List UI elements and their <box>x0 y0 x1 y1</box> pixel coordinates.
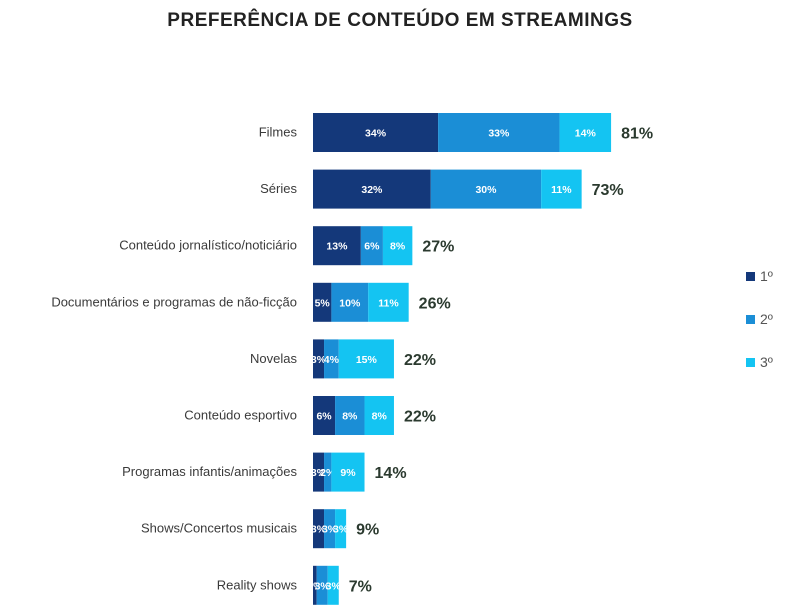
bar-segment-3 <box>382 226 413 266</box>
category-label: Documentários e programas de não-ficção <box>51 294 297 309</box>
total-value-label: 22% <box>404 352 436 369</box>
bar-segment-3 <box>368 282 409 322</box>
segment-value-label: 4% <box>324 354 340 366</box>
category-label: Shows/Concertos musicais <box>141 521 298 536</box>
legend-label: 2º <box>760 311 773 327</box>
segment-value-label: 3% <box>333 524 349 536</box>
segment-value-label: 13% <box>326 241 348 253</box>
segment-value-label: 9% <box>340 467 356 479</box>
segment-value-label: 34% <box>365 128 387 140</box>
bar-segment-2 <box>324 452 332 492</box>
legend-swatch <box>746 358 755 367</box>
segment-value-label: 8% <box>372 411 388 423</box>
bar-segment-2 <box>324 509 336 549</box>
bar-segment-1 <box>313 282 332 322</box>
category-label: Novelas <box>250 351 297 366</box>
bar-segment-2 <box>316 565 328 605</box>
total-value-label: 22% <box>404 409 436 426</box>
segment-value-label: 3% <box>315 580 331 592</box>
legend-label: 1º <box>760 268 773 284</box>
segment-value-label: 3% <box>326 580 342 592</box>
bar-segment-2 <box>324 339 339 379</box>
category-label: Programas infantis/animações <box>122 464 297 479</box>
bar-segment-2 <box>335 396 365 435</box>
bar-segment-3 <box>364 396 394 435</box>
bar-segment-1 <box>313 339 325 379</box>
bar-segment-3 <box>335 509 347 549</box>
category-label: Conteúdo esportivo <box>184 408 297 423</box>
segment-value-label: 8% <box>390 241 406 253</box>
category-label: Reality shows <box>217 577 298 592</box>
bar-segment-3 <box>541 169 582 209</box>
chart-title: PREFERÊNCIA DE CONTEÚDO EM STREAMINGS <box>167 10 633 31</box>
total-value-label: 9% <box>356 522 379 539</box>
category-label: Séries <box>260 181 297 196</box>
bar-segment-1 <box>313 452 325 492</box>
total-value-label: 26% <box>419 295 451 312</box>
segment-value-label: 11% <box>378 297 399 309</box>
bar-segment-1 <box>313 113 439 152</box>
segment-value-label: 3% <box>311 524 327 536</box>
segment-value-label: 30% <box>475 184 497 196</box>
bar-segment-1 <box>313 226 361 266</box>
total-value-label: 7% <box>349 578 372 595</box>
bar-segment-1 <box>313 169 431 209</box>
segment-value-label: 15% <box>356 354 378 366</box>
segment-value-label: 3% <box>322 524 338 536</box>
segment-value-label: 6% <box>316 411 332 423</box>
legend-label: 3º <box>760 354 773 370</box>
segment-value-label: 10% <box>339 297 361 309</box>
segment-value-label: 33% <box>488 128 510 140</box>
bar-segment-3 <box>327 565 339 605</box>
bar-segment-2 <box>438 113 560 152</box>
bar-segment-1 <box>313 565 317 605</box>
category-label: Conteúdo jornalístico/noticiário <box>119 238 297 253</box>
bar-segment-3 <box>559 113 612 152</box>
legend-swatch <box>746 315 755 324</box>
total-value-label: 27% <box>422 239 454 256</box>
category-label: Filmes <box>259 125 298 140</box>
segment-value-label: 32% <box>361 184 383 196</box>
bar-segment-2 <box>360 226 383 266</box>
segment-value-label: 14% <box>575 128 597 140</box>
segment-value-label: 3% <box>311 467 327 479</box>
bar-segment-1 <box>313 396 336 435</box>
bar-segment-2 <box>331 282 369 322</box>
legend-swatch <box>746 272 755 281</box>
segment-value-label: 11% <box>551 184 572 196</box>
segment-value-label: 3% <box>311 354 327 366</box>
total-value-label: 81% <box>621 126 653 143</box>
bar-segment-3 <box>331 452 365 492</box>
bar-segment-1 <box>313 509 325 549</box>
total-value-label: 14% <box>375 465 407 482</box>
bar-segment-3 <box>338 339 394 379</box>
segment-value-label: 8% <box>342 411 358 423</box>
total-value-label: 73% <box>592 182 624 199</box>
bar-segment-2 <box>430 169 542 209</box>
segment-value-label: 6% <box>364 241 380 253</box>
segment-value-label: 5% <box>315 297 331 309</box>
